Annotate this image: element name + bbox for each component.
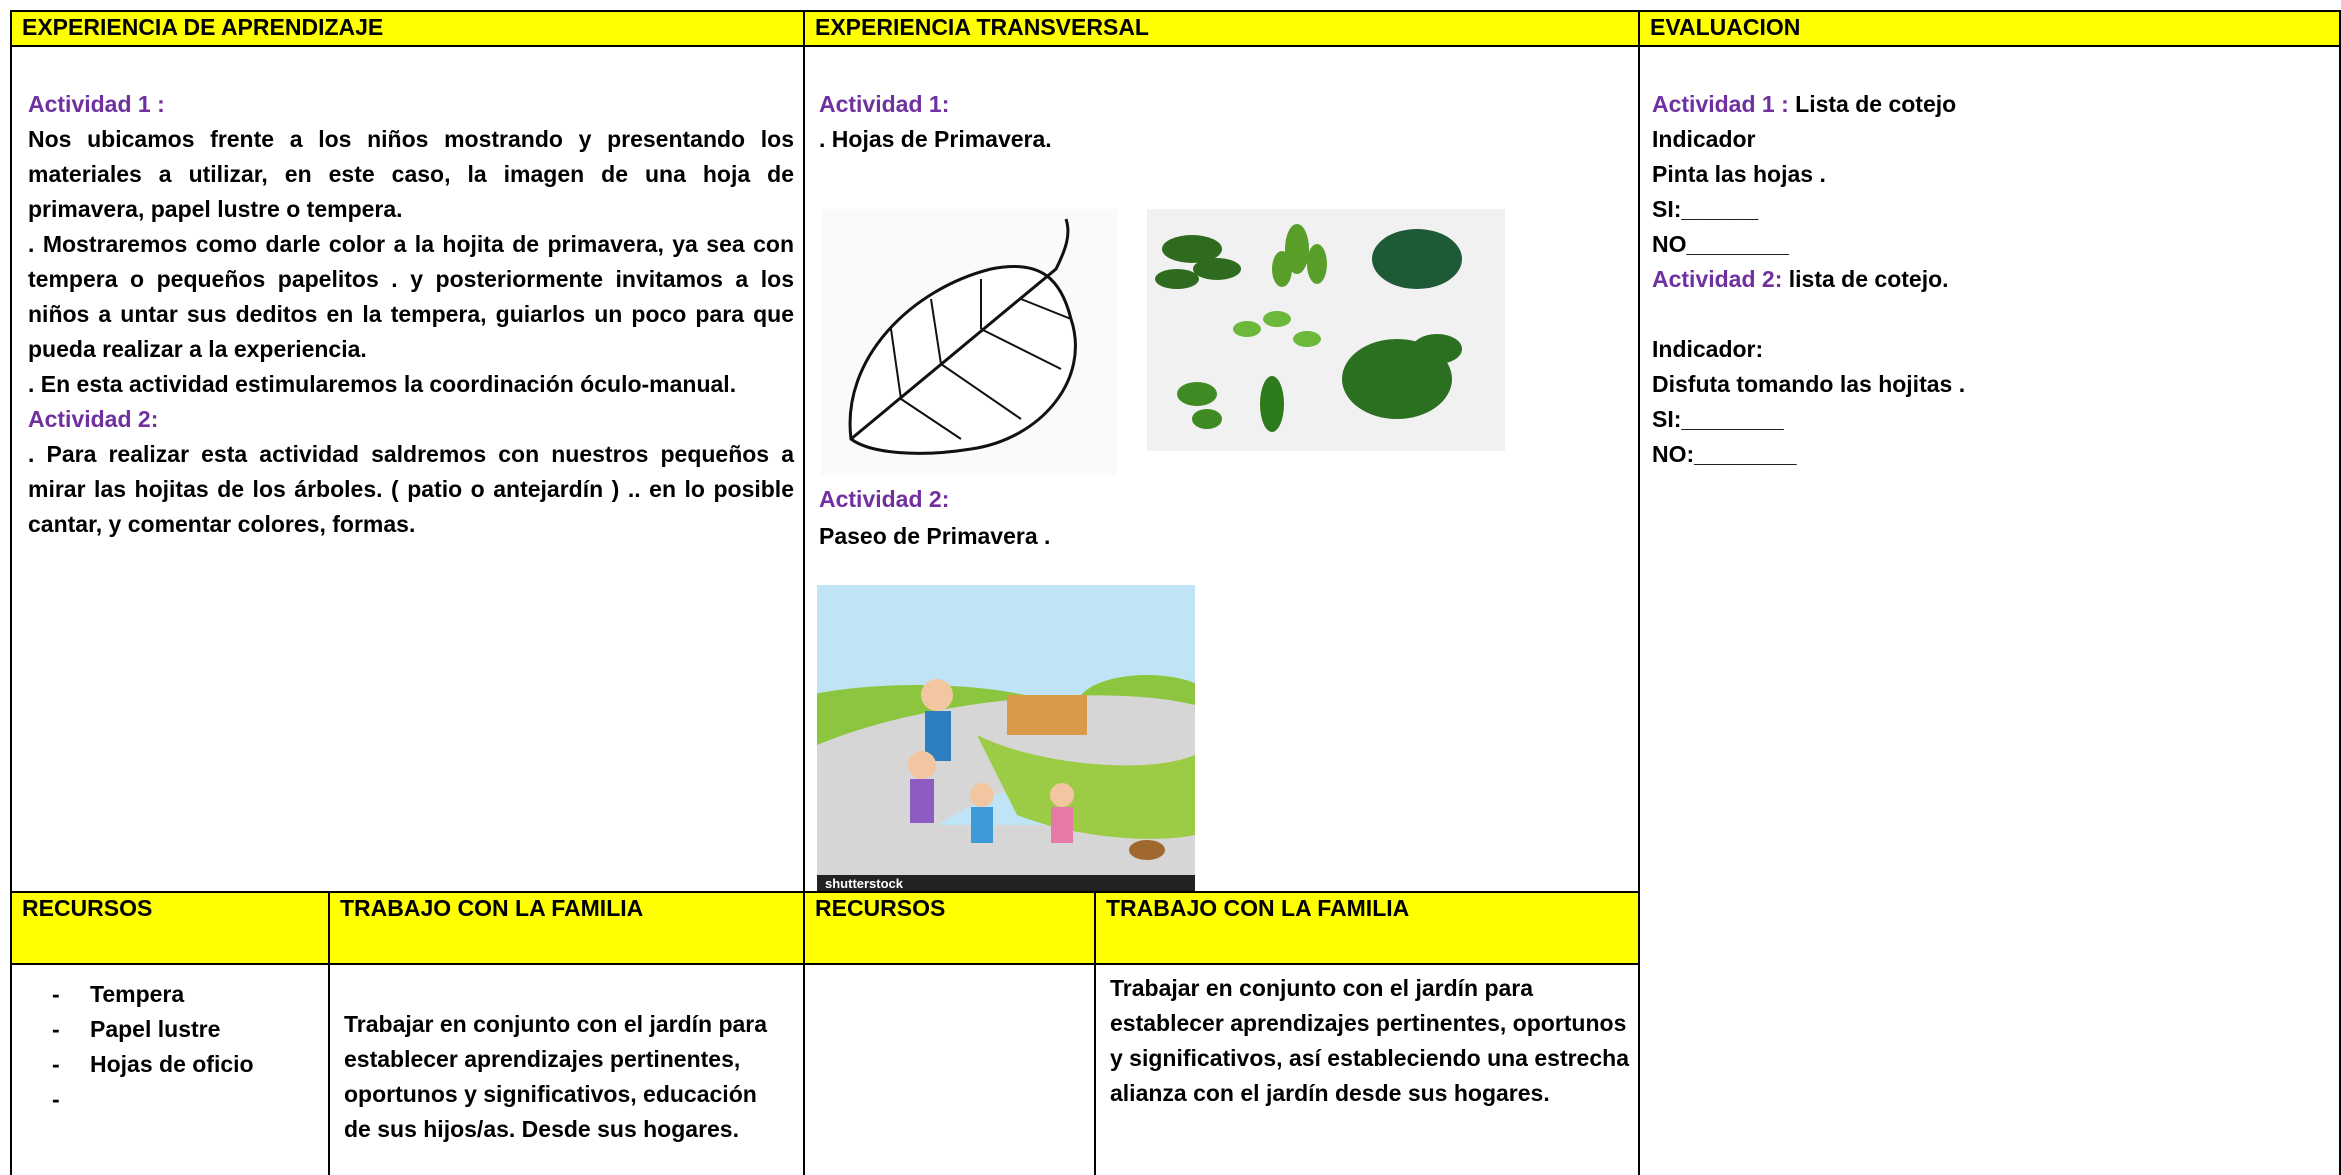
text: Pinta las hojas .: [1652, 161, 1826, 187]
recursos-list: Tempera Papel lustre Hojas de oficio: [40, 977, 254, 1117]
park-image: shutterstock: [817, 585, 1195, 893]
paragraph: . En esta actividad estimularemos la coo…: [28, 371, 737, 397]
text: SI:______: [1652, 196, 1759, 222]
activity-label: Actividad 1 :: [28, 91, 165, 117]
empty-list-item: [40, 1082, 254, 1117]
spacer: [1652, 297, 1965, 332]
subheader-cell: TRABAJO CON LA FAMILIA: [1094, 891, 1640, 965]
subheader-cell: TRABAJO CON LA FAMILIA: [328, 891, 805, 965]
text: Lista de cotejo: [1795, 91, 1957, 117]
text: lista de cotejo.: [1788, 266, 1949, 292]
leaf-outline-image: [821, 209, 1117, 475]
paragraph: Paseo de Primavera .: [819, 523, 1051, 549]
activity-label: Actividad 2:: [28, 406, 159, 432]
paragraph: Trabajar en conjunto con el jardín para …: [344, 1011, 768, 1142]
aprendizaje-cell: Actividad 1 : Nos ubicamos frente a los …: [10, 45, 805, 893]
activity-label: Actividad 1:: [819, 91, 950, 117]
text: Indicador: [1652, 126, 1756, 152]
list-item: Hojas de oficio: [40, 1047, 254, 1082]
text: Indicador:: [1652, 336, 1764, 362]
green-leaves-image: [1147, 209, 1505, 451]
activity-label: Actividad 1 :: [1652, 91, 1789, 117]
transversal-cell: Actividad 1: . Hojas de Primavera. Activ…: [803, 45, 1640, 893]
header-text: EXPERIENCIA DE APRENDIZAJE: [22, 14, 384, 40]
subheader-cell: RECURSOS: [803, 891, 1096, 965]
evaluacion-content: Actividad 1 : Lista de cotejo Indicador …: [1652, 87, 1965, 472]
header-text: TRABAJO CON LA FAMILIA: [1106, 895, 1410, 921]
paragraph: . Para realizar esta actividad saldremos…: [28, 441, 794, 537]
familia-cell: Trabajar en conjunto con el jardín para …: [328, 963, 805, 1175]
paragraph: . Mostraremos como darle color a la hoji…: [28, 231, 794, 362]
familia-cell: Trabajar en conjunto con el jardín para …: [1094, 963, 1640, 1175]
subheader-cell: RECURSOS: [10, 891, 330, 965]
header-cell: EXPERIENCIA TRANSVERSAL: [803, 10, 1640, 47]
paragraph: . Hojas de Primavera.: [819, 126, 1052, 152]
aprendizaje-content: Actividad 1 : Nos ubicamos frente a los …: [28, 87, 794, 542]
recursos-cell: Tempera Papel lustre Hojas de oficio: [10, 963, 330, 1175]
evaluacion-cell: Actividad 1 : Lista de cotejo Indicador …: [1638, 45, 2341, 1175]
text: SI:________: [1652, 406, 1784, 432]
image-credit: shutterstock: [825, 876, 904, 891]
header-text: RECURSOS: [815, 895, 946, 921]
text: NO________: [1652, 231, 1789, 257]
activity-label: Actividad 2:: [819, 486, 950, 512]
text: NO:________: [1652, 441, 1797, 467]
text: Disfuta tomando las hojitas .: [1652, 371, 1966, 397]
header-cell: EXPERIENCIA DE APRENDIZAJE: [10, 10, 805, 47]
header-text: EVALUACION: [1650, 14, 1801, 40]
list-item: Tempera: [40, 977, 254, 1012]
header-text: RECURSOS: [22, 895, 153, 921]
activity-label: Actividad 2:: [1652, 266, 1783, 292]
list-item: Papel lustre: [40, 1012, 254, 1047]
paragraph: Trabajar en conjunto con el jardín para …: [1110, 975, 1629, 1106]
header-text: TRABAJO CON LA FAMILIA: [340, 895, 644, 921]
header-text: EXPERIENCIA TRANSVERSAL: [815, 14, 1149, 40]
recursos-cell: [803, 963, 1096, 1175]
header-cell: EVALUACION: [1638, 10, 2341, 47]
paragraph: Nos ubicamos frente a los niños mostrand…: [28, 126, 794, 222]
